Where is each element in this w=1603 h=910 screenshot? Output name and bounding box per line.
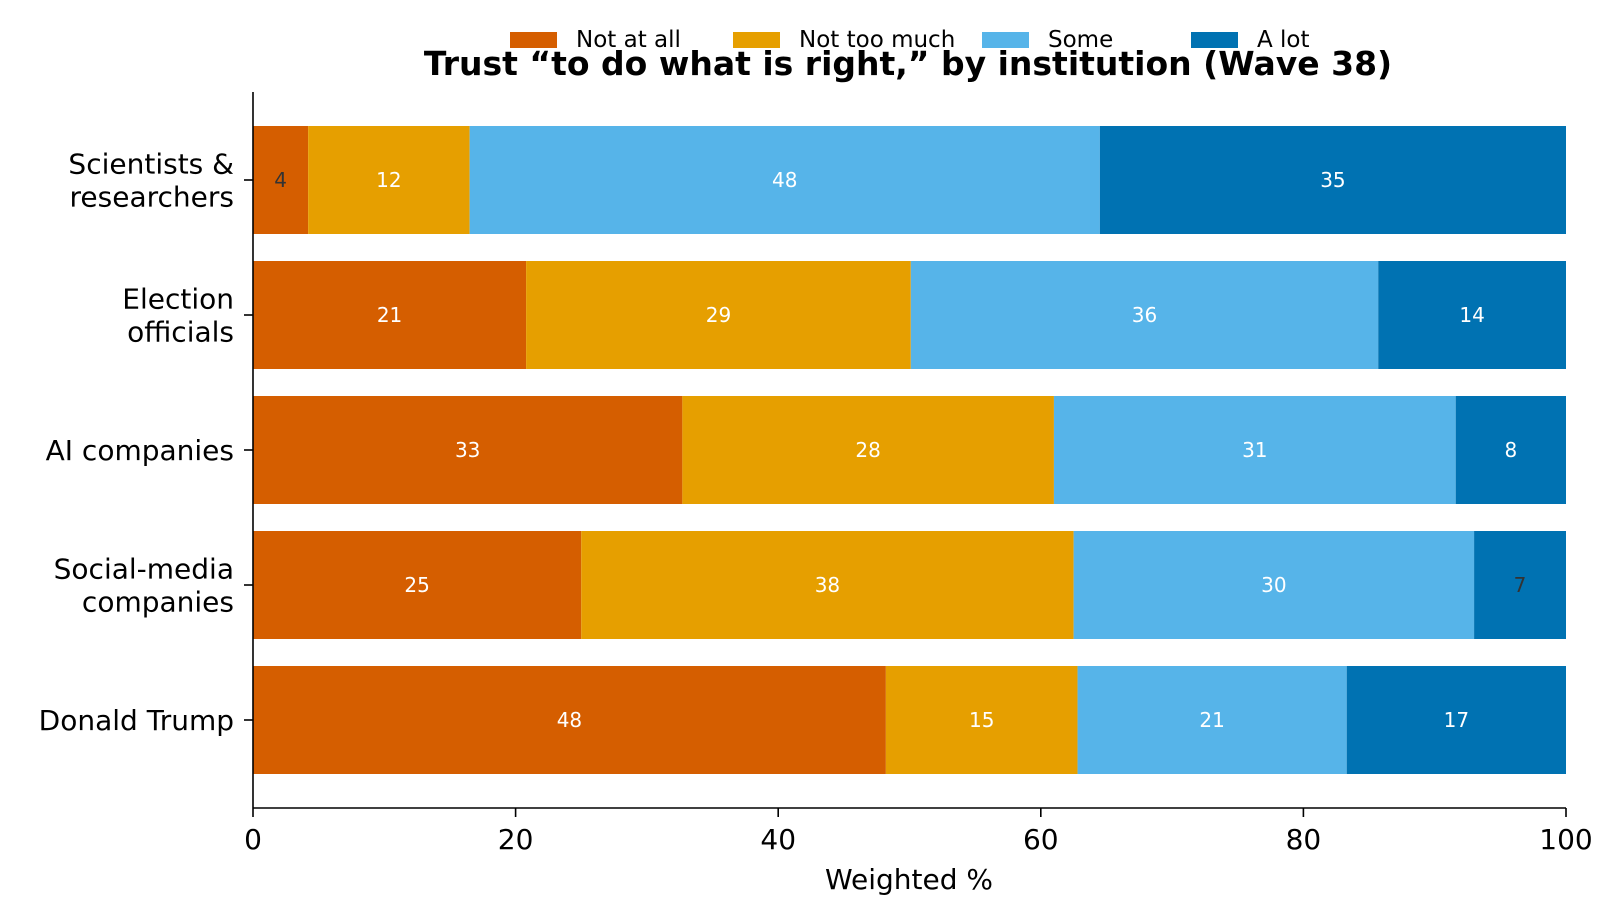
bar-segment — [1455, 396, 1566, 504]
bar-segment — [308, 126, 470, 234]
x-tick-label: 20 — [498, 823, 534, 856]
data-label: 21 — [1199, 708, 1224, 732]
data-label: 38 — [815, 573, 840, 597]
legend-swatch — [982, 32, 1029, 48]
data-label: 15 — [969, 708, 994, 732]
bar-segment — [253, 666, 886, 774]
data-label: 4 — [274, 168, 287, 192]
bar-segment — [581, 531, 1074, 639]
legend-label: Not too much — [799, 27, 955, 53]
bar-segment — [253, 396, 683, 504]
chart-title: Trust “to do what is right,” by institut… — [424, 44, 1392, 83]
data-label: 25 — [404, 573, 429, 597]
data-label: 48 — [772, 168, 797, 192]
y-tick-label: Social-media companies — [54, 553, 234, 619]
legend-swatch — [1191, 32, 1238, 48]
data-label: 21 — [377, 303, 402, 327]
data-label: 28 — [855, 438, 880, 462]
data-label: 29 — [706, 303, 731, 327]
data-label: 7 — [1514, 573, 1527, 597]
data-label: 35 — [1320, 168, 1345, 192]
bar-segment — [1053, 396, 1456, 504]
x-tick-label: 60 — [1023, 823, 1059, 856]
legend-swatch — [733, 32, 780, 48]
data-label: 48 — [557, 708, 582, 732]
data-label: 17 — [1444, 708, 1469, 732]
bar-segment — [1077, 666, 1347, 774]
y-tick-label: Election officials — [122, 283, 234, 349]
x-tick-label: 100 — [1539, 823, 1592, 856]
data-label: 33 — [455, 438, 480, 462]
data-label: 31 — [1242, 438, 1267, 462]
x-tick-label: 80 — [1286, 823, 1322, 856]
data-label: 8 — [1504, 438, 1517, 462]
chart-legend: Not at all Not too much Some A lot — [510, 27, 1310, 53]
data-label: 30 — [1261, 573, 1286, 597]
x-axis: 0 20 40 60 80 100 — [244, 808, 1593, 856]
legend-label: Not at all — [576, 27, 681, 53]
x-axis-label: Weighted % — [825, 863, 993, 896]
bar-segment — [253, 126, 309, 234]
bar-segment — [885, 666, 1078, 774]
bars-group: 4 12 48 35 21 29 36 14 33 28 31 8 25 38 30 7 48 15 21 17 — [253, 126, 1566, 774]
y-tick-label: AI companies — [46, 434, 234, 467]
bar-segment — [910, 261, 1379, 369]
bar-segment — [526, 261, 911, 369]
bar-segment — [469, 126, 1100, 234]
y-tick-label: Scientists & researchers — [68, 148, 234, 214]
bar-segment — [1474, 531, 1566, 639]
data-label: 36 — [1132, 303, 1157, 327]
bar-segment — [253, 261, 527, 369]
x-tick-label: 40 — [760, 823, 796, 856]
legend-label: Some — [1048, 27, 1113, 53]
x-tick-label: 0 — [244, 823, 262, 856]
data-label: 12 — [376, 168, 401, 192]
legend-label: A lot — [1257, 27, 1310, 53]
bar-segment — [253, 531, 582, 639]
bar-segment — [1378, 261, 1566, 369]
y-axis-labels: Scientists & researchers Election officials… — [39, 148, 253, 737]
data-label: 14 — [1459, 303, 1484, 327]
y-tick-label: Donald Trump — [39, 704, 234, 737]
bar-segment — [1346, 666, 1566, 774]
legend-swatch — [510, 32, 557, 48]
bar-segment — [1073, 531, 1475, 639]
bar-segment — [682, 396, 1054, 504]
bar-segment — [1099, 126, 1566, 234]
